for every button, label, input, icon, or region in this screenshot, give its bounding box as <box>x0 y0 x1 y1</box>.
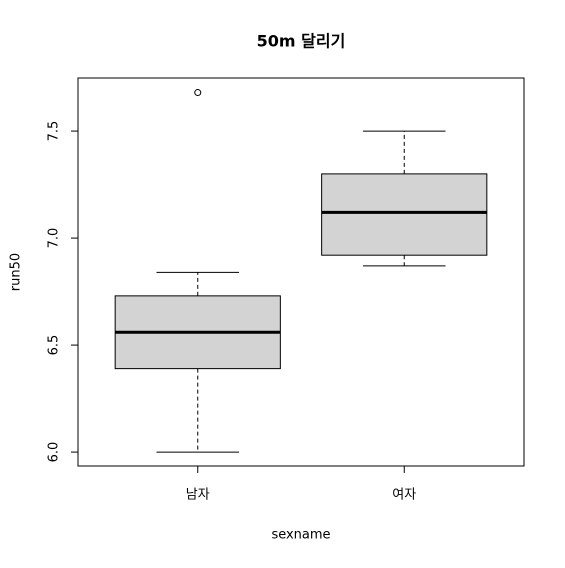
outlier <box>194 89 202 97</box>
y-tick-label: 6.0 <box>47 442 62 463</box>
y-axis-label: run50 <box>9 253 24 291</box>
plot-frame <box>77 77 525 467</box>
y-tick-label: 7.5 <box>47 121 62 142</box>
y-tick-label: 7.0 <box>47 228 62 249</box>
x-tick-label: 여자 <box>392 488 416 503</box>
x-tick-label: 남자 <box>186 488 210 503</box>
chart-title: 50m 달리기 <box>257 32 346 51</box>
y-tick-label: 6.5 <box>47 335 62 356</box>
box <box>321 173 488 256</box>
x-axis-label: sexname <box>271 528 330 543</box>
